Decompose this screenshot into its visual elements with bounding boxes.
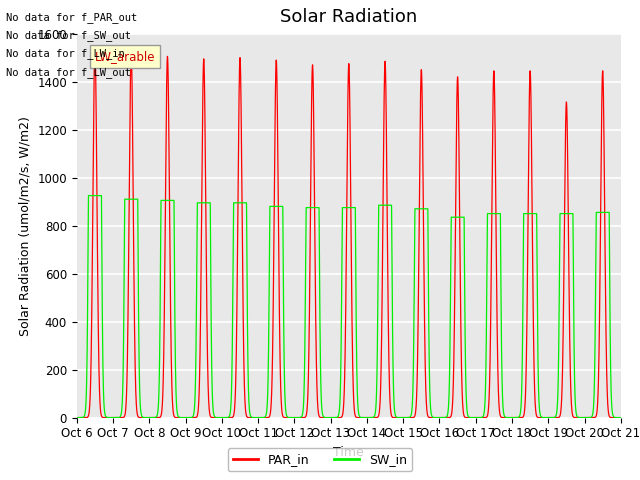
Line: SW_in: SW_in (77, 196, 621, 418)
Text: LW_arable: LW_arable (95, 50, 156, 63)
X-axis label: Time: Time (333, 446, 364, 459)
SW_in (276, 204, 284, 209)
PAR_in (424, 413, 431, 419)
SW_in (501, 414, 509, 420)
PAR_in (184, 415, 191, 420)
SW_in (617, 415, 625, 420)
Legend: PAR_in, SW_in: PAR_in, SW_in (228, 448, 412, 471)
SW_in (73, 415, 81, 420)
Line: PAR_in: PAR_in (77, 48, 621, 418)
PAR_in (91, 45, 99, 51)
Text: No data for f_PAR_out: No data for f_PAR_out (6, 12, 138, 23)
PAR_in (615, 415, 623, 420)
SW_in (615, 415, 623, 420)
Text: No data for f_LW_in: No data for f_LW_in (6, 48, 125, 60)
SW_in (424, 206, 431, 212)
SW_in (184, 415, 191, 420)
PAR_in (189, 415, 197, 420)
PAR_in (73, 415, 81, 420)
SW_in (189, 413, 197, 419)
Text: No data for f_SW_out: No data for f_SW_out (6, 30, 131, 41)
PAR_in (276, 377, 284, 383)
Title: Solar Radiation: Solar Radiation (280, 9, 417, 26)
Y-axis label: Solar Radiation (umol/m2/s, W/m2): Solar Radiation (umol/m2/s, W/m2) (19, 116, 32, 336)
SW_in (84, 193, 92, 199)
PAR_in (617, 415, 625, 420)
PAR_in (501, 415, 509, 420)
Text: No data for f_LW_out: No data for f_LW_out (6, 67, 131, 78)
